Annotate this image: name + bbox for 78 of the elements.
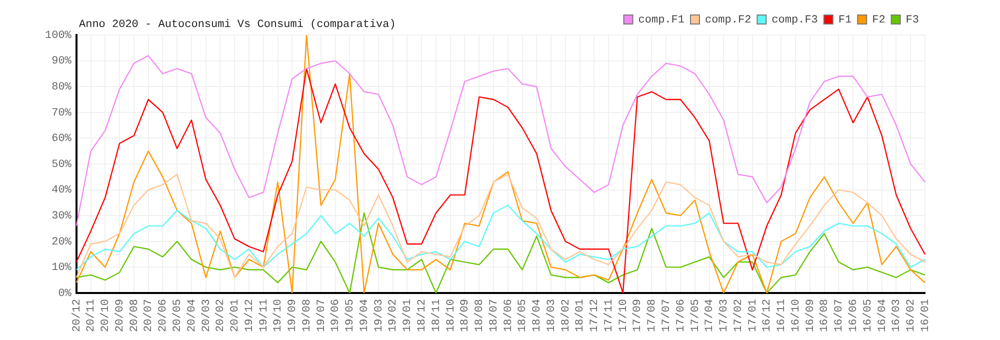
x-tick-label: 19/01 [402, 298, 414, 332]
x-tick-label: 18/11 [430, 298, 443, 332]
x-tick-label: 18/09 [460, 298, 472, 332]
x-tick-label: 17/06 [675, 298, 688, 332]
x-tick-label: 17/08 [646, 298, 659, 332]
x-tick-label: 19/10 [272, 298, 285, 332]
x-tick-label: 19/05 [344, 298, 357, 332]
x-tick-label: 20/09 [114, 298, 126, 332]
x-tick-label: 16/04 [876, 298, 889, 332]
legend-label: F2 [872, 14, 886, 26]
x-tick-label: 17/05 [690, 298, 702, 332]
chart-title: Anno 2020 - Autoconsumi Vs Consumi (comparativa) [79, 19, 396, 31]
x-tick-label: 19/11 [258, 298, 270, 332]
x-tick-label: 19/06 [330, 298, 342, 332]
x-tick-label: 16/02 [906, 298, 918, 332]
x-tick-label: 18/01 [574, 298, 587, 332]
x-tick-label: 18/12 [416, 298, 428, 332]
y-tick-label: 100% [45, 30, 72, 42]
x-tick-label: 17/03 [718, 298, 731, 332]
legend-label: comp.F3 [772, 14, 818, 26]
x-tick-label: 19/03 [373, 298, 386, 332]
y-tick-label: 0% [58, 288, 72, 300]
x-tick-label: 17/07 [661, 298, 674, 332]
x-tick-label: 20/08 [128, 298, 141, 332]
x-tick-label: 19/07 [316, 298, 328, 332]
x-tick-label: 17/10 [618, 298, 630, 332]
x-tick-label: 19/12 [244, 298, 256, 332]
x-tick-label: 16/08 [819, 298, 832, 332]
x-tick-label: 18/10 [445, 298, 458, 332]
x-tick-label: 19/04 [358, 298, 371, 332]
x-tick-label: 16/03 [891, 298, 904, 332]
x-tick-label: 17/02 [732, 298, 745, 332]
legend-label: comp.F2 [704, 14, 752, 26]
legend-label: comp.F1 [638, 14, 685, 26]
x-tick-label: 18/06 [502, 298, 515, 332]
x-tick-label: 16/07 [834, 298, 846, 332]
x-tick-label: 19/09 [287, 298, 300, 332]
y-tick-label: 80% [52, 82, 72, 94]
x-tick-label: 16/09 [804, 298, 817, 332]
x-tick-label: 18/02 [560, 298, 572, 332]
x-tick-label: 20/03 [200, 298, 213, 332]
x-tick-label: 18/05 [517, 298, 530, 332]
x-tick-label: 20/06 [158, 298, 170, 332]
x-tick-label: 18/04 [532, 298, 544, 332]
x-tick-label: 20/04 [186, 298, 198, 332]
x-tick-label: 17/12 [589, 298, 602, 332]
x-tick-label: 17/04 [704, 298, 716, 332]
x-tick-label: 20/02 [215, 298, 228, 332]
x-tick-label: 16/12 [762, 298, 774, 332]
x-tick-label: 20/01 [230, 298, 242, 332]
x-tick-label: 16/01 [920, 298, 932, 332]
x-tick-label: 18/03 [546, 298, 558, 332]
y-tick-label: 50% [52, 158, 72, 171]
y-tick-label: 60% [52, 133, 72, 146]
x-tick-label: 20/11 [86, 298, 98, 332]
x-tick-label: 20/10 [100, 298, 112, 332]
x-tick-label: 16/10 [790, 298, 802, 332]
x-tick-label: 20/12 [71, 298, 84, 332]
x-tick-label: 17/09 [632, 298, 644, 332]
y-tick-label: 40% [52, 184, 72, 197]
x-tick-label: 16/05 [862, 298, 874, 332]
y-tick-label: 30% [52, 210, 72, 222]
x-tick-label: 17/11 [603, 298, 616, 332]
y-tick-label: 10% [52, 262, 72, 274]
x-tick-label: 18/08 [474, 298, 486, 332]
x-tick-label: 19/02 [388, 298, 400, 332]
y-tick-label: 90% [52, 56, 72, 68]
x-tick-label: 17/01 [747, 298, 760, 332]
legend-label: F3 [906, 14, 919, 26]
y-tick-label: 70% [52, 107, 72, 120]
legend-label: F1 [838, 14, 852, 26]
y-tick-label: 20% [52, 236, 72, 248]
x-tick-label: 20/07 [143, 298, 156, 332]
x-tick-label: 18/07 [488, 298, 500, 332]
x-tick-label: 19/08 [301, 298, 314, 332]
x-tick-label: 16/11 [776, 298, 788, 332]
x-tick-label: 20/05 [172, 298, 184, 332]
x-tick-label: 16/06 [848, 298, 860, 332]
